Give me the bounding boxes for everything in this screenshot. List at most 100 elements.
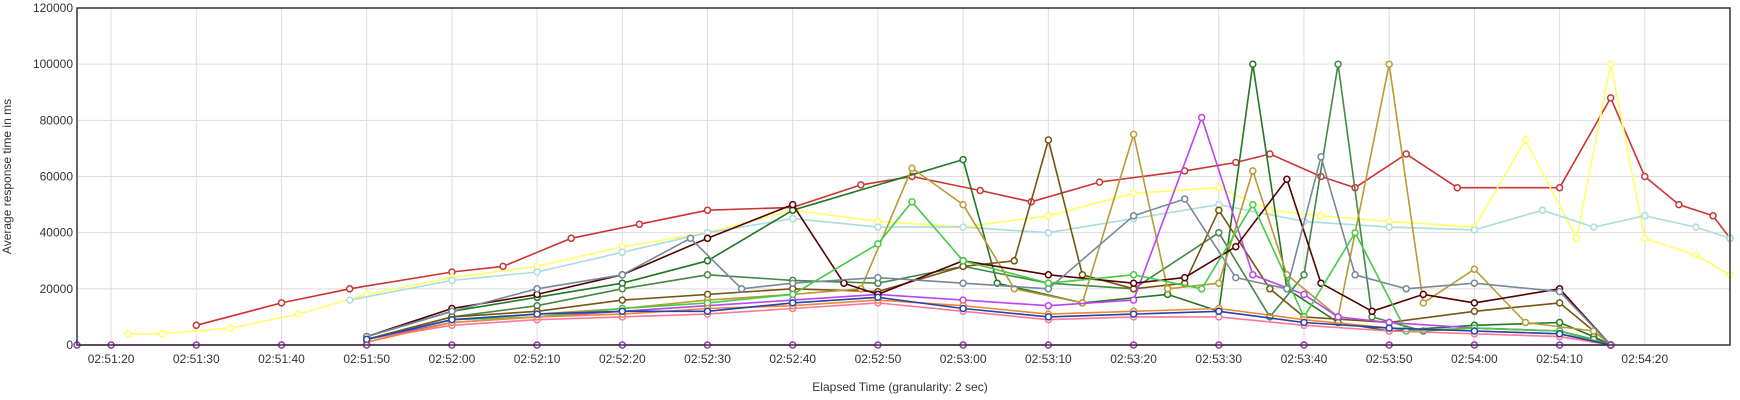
data-point	[1470, 265, 1479, 273]
data-point	[1180, 273, 1189, 282]
data-point	[788, 279, 797, 287]
data-point	[1317, 212, 1325, 220]
data-point	[1555, 318, 1564, 327]
data-point	[1129, 296, 1138, 304]
data-point	[1641, 172, 1649, 181]
data-point	[737, 285, 746, 293]
data-point	[1197, 113, 1206, 122]
data-point	[1232, 273, 1240, 282]
data-point	[226, 324, 235, 332]
data-point	[1129, 310, 1138, 318]
data-point	[1249, 167, 1257, 175]
x-tick-label: 02:51:40	[258, 352, 305, 366]
data-point	[618, 307, 627, 316]
data-point	[788, 200, 797, 209]
x-tick-label: 02:53:50	[1366, 352, 1413, 366]
data-point	[959, 257, 967, 265]
data-point	[1334, 313, 1342, 321]
x-tick-label: 02:53:10	[1025, 352, 1072, 366]
y-axis-title: Average response time in ms	[0, 99, 14, 254]
data-point	[1606, 94, 1615, 102]
x-tick-label: 02:53:20	[1110, 352, 1157, 366]
x-tick-label: 02:53:30	[1195, 352, 1242, 366]
data-point	[1470, 226, 1479, 234]
data-point	[1215, 228, 1223, 237]
data-point	[294, 310, 303, 318]
data-point	[533, 285, 541, 293]
data-point	[1692, 251, 1700, 259]
data-point	[1453, 183, 1462, 192]
series-line	[366, 302, 1611, 346]
data-point	[1266, 285, 1274, 293]
data-point	[1129, 189, 1138, 198]
data-point	[1215, 183, 1223, 192]
data-point	[959, 304, 967, 313]
data-point	[124, 330, 132, 338]
data-point	[959, 200, 967, 209]
data-point	[1232, 242, 1240, 251]
data-point	[1402, 150, 1410, 158]
data-point	[618, 248, 627, 257]
data-point	[1555, 330, 1564, 338]
data-point	[703, 307, 712, 316]
data-point	[857, 181, 865, 189]
data-point	[1538, 206, 1547, 214]
data-point	[788, 299, 797, 307]
plot-frame	[76, 7, 1731, 346]
x-tick-label: 02:53:40	[1281, 352, 1328, 366]
y-tick-label: 40000	[40, 226, 74, 240]
data-point	[840, 279, 848, 287]
x-tick-label: 02:52:30	[684, 352, 731, 366]
data-point	[1095, 178, 1104, 186]
data-point	[533, 310, 541, 318]
data-point	[448, 276, 456, 285]
y-tick-label: 120000	[33, 1, 73, 15]
data-point	[1351, 271, 1359, 279]
data-point	[1334, 60, 1342, 68]
data-point	[1044, 279, 1053, 287]
data-point	[1300, 318, 1308, 327]
data-point	[1709, 212, 1717, 220]
data-point	[703, 257, 712, 265]
data-point	[1129, 212, 1138, 220]
data-point	[1266, 206, 1274, 214]
data-point	[1402, 285, 1410, 293]
data-point	[448, 307, 456, 316]
data-point	[1300, 290, 1308, 299]
data-point	[533, 268, 541, 276]
x-tick-label: 02:54:20	[1621, 352, 1668, 366]
data-point	[448, 315, 456, 324]
y-tick-label: 0	[66, 338, 73, 352]
data-point	[345, 285, 354, 293]
data-point	[874, 240, 882, 248]
data-point	[686, 234, 695, 243]
data-point	[1044, 212, 1053, 220]
data-point	[1283, 285, 1291, 293]
data-point	[1232, 158, 1240, 167]
data-point	[788, 290, 797, 299]
data-point	[959, 155, 967, 164]
data-point	[959, 223, 967, 231]
data-point	[1078, 271, 1087, 279]
x-tick-label: 02:52:40	[769, 352, 816, 366]
data-point	[703, 271, 712, 279]
x-tick-label: 02:52:00	[429, 352, 476, 366]
data-point	[1266, 150, 1274, 158]
data-point	[959, 279, 967, 287]
data-point	[908, 164, 916, 172]
x-axis-ticks: 02:51:20 02:51:30 02:51:40 02:51:50 02:52:00…	[88, 352, 1669, 366]
data-point	[908, 198, 916, 206]
data-point	[874, 223, 882, 231]
data-point	[1163, 285, 1172, 293]
data-point	[1419, 299, 1428, 307]
data-point	[1521, 318, 1530, 327]
data-point	[618, 271, 627, 279]
series-line	[366, 296, 1611, 346]
series-line	[366, 299, 1611, 346]
data-point	[1044, 136, 1053, 144]
data-point	[499, 262, 507, 271]
data-point	[1385, 324, 1393, 332]
data-point	[1044, 313, 1053, 321]
data-point	[976, 186, 984, 195]
